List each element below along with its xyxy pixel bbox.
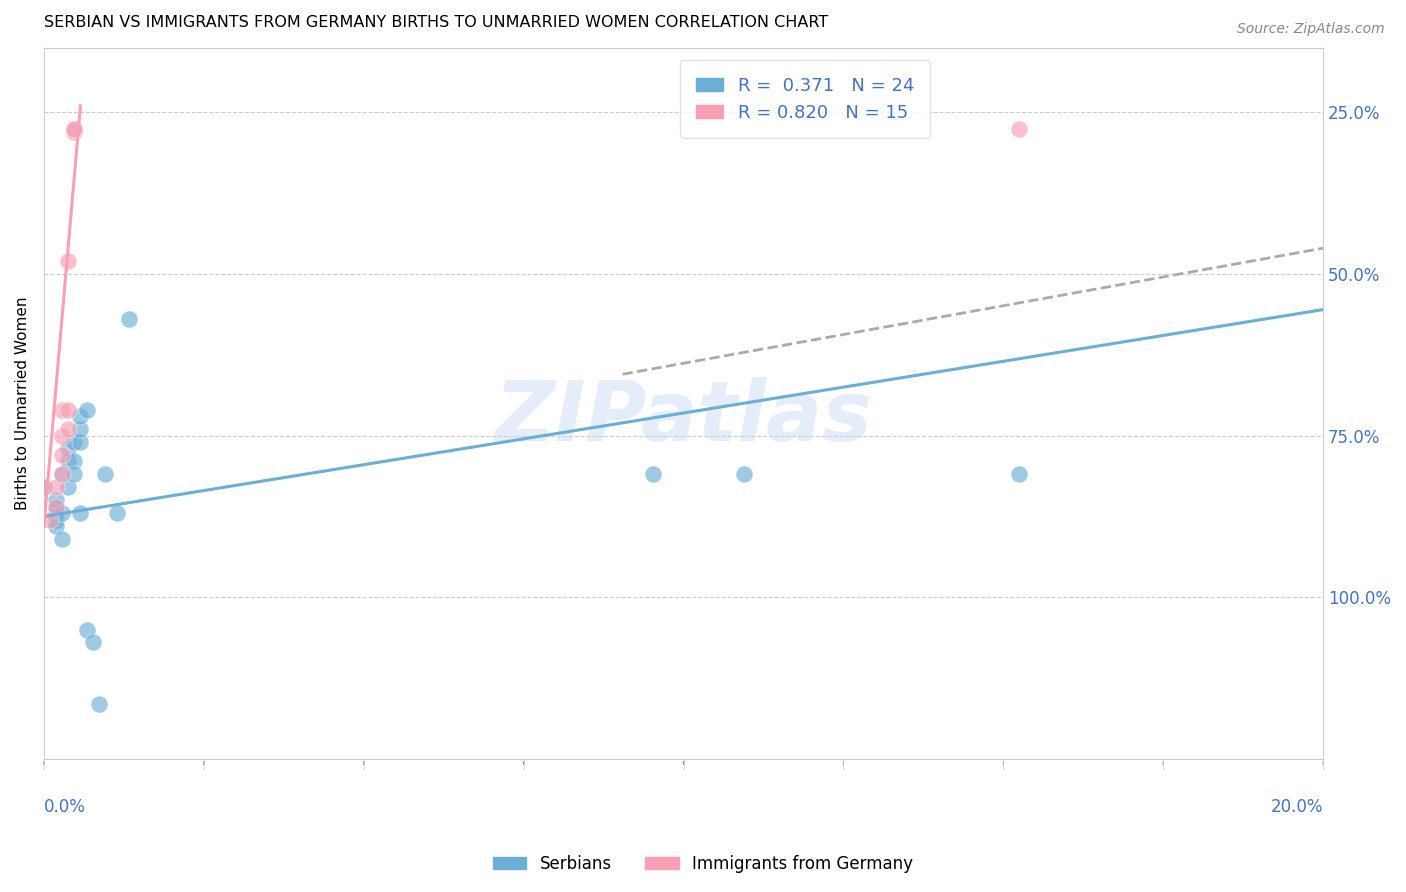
Point — [32, 480, 55, 494]
Point — [51, 428, 73, 442]
Text: 0.0%: 0.0% — [44, 797, 86, 816]
Point — [63, 454, 86, 468]
Point — [118, 312, 141, 326]
Point — [58, 442, 80, 456]
Point — [51, 402, 73, 417]
Point — [45, 493, 67, 508]
Point — [87, 697, 110, 711]
Y-axis label: Births to Unmarried Women: Births to Unmarried Women — [15, 296, 30, 510]
Point — [51, 467, 73, 482]
Text: ZIPatlas: ZIPatlas — [495, 377, 873, 458]
Point — [58, 402, 80, 417]
Point — [45, 513, 67, 527]
Legend: R =  0.371   N = 24, R = 0.820   N = 15: R = 0.371 N = 24, R = 0.820 N = 15 — [681, 61, 931, 138]
Point — [58, 422, 80, 436]
Point — [45, 500, 67, 514]
Point — [45, 500, 67, 514]
Point — [51, 448, 73, 462]
Point — [58, 454, 80, 468]
Point — [76, 402, 98, 417]
Point — [63, 121, 86, 136]
Text: Source: ZipAtlas.com: Source: ZipAtlas.com — [1237, 22, 1385, 37]
Point — [76, 623, 98, 637]
Point — [69, 409, 91, 424]
Point — [1007, 467, 1029, 482]
Text: SERBIAN VS IMMIGRANTS FROM GERMANY BIRTHS TO UNMARRIED WOMEN CORRELATION CHART: SERBIAN VS IMMIGRANTS FROM GERMANY BIRTH… — [44, 15, 828, 30]
Point — [641, 467, 664, 482]
Point — [45, 480, 67, 494]
Point — [69, 506, 91, 520]
Point — [63, 125, 86, 139]
Point — [51, 532, 73, 546]
Point — [45, 506, 67, 520]
Point — [733, 467, 755, 482]
Legend: Serbians, Immigrants from Germany: Serbians, Immigrants from Germany — [486, 848, 920, 880]
Point — [32, 480, 55, 494]
Point — [58, 254, 80, 268]
Text: 20.0%: 20.0% — [1271, 797, 1323, 816]
Point — [63, 467, 86, 482]
Point — [1007, 121, 1029, 136]
Point — [94, 467, 117, 482]
Point — [58, 480, 80, 494]
Point — [69, 435, 91, 450]
Point — [51, 467, 73, 482]
Point — [51, 506, 73, 520]
Point — [63, 121, 86, 136]
Point — [63, 435, 86, 450]
Point — [39, 513, 62, 527]
Point — [69, 422, 91, 436]
Point — [82, 635, 104, 649]
Point — [45, 519, 67, 533]
Point — [105, 506, 128, 520]
